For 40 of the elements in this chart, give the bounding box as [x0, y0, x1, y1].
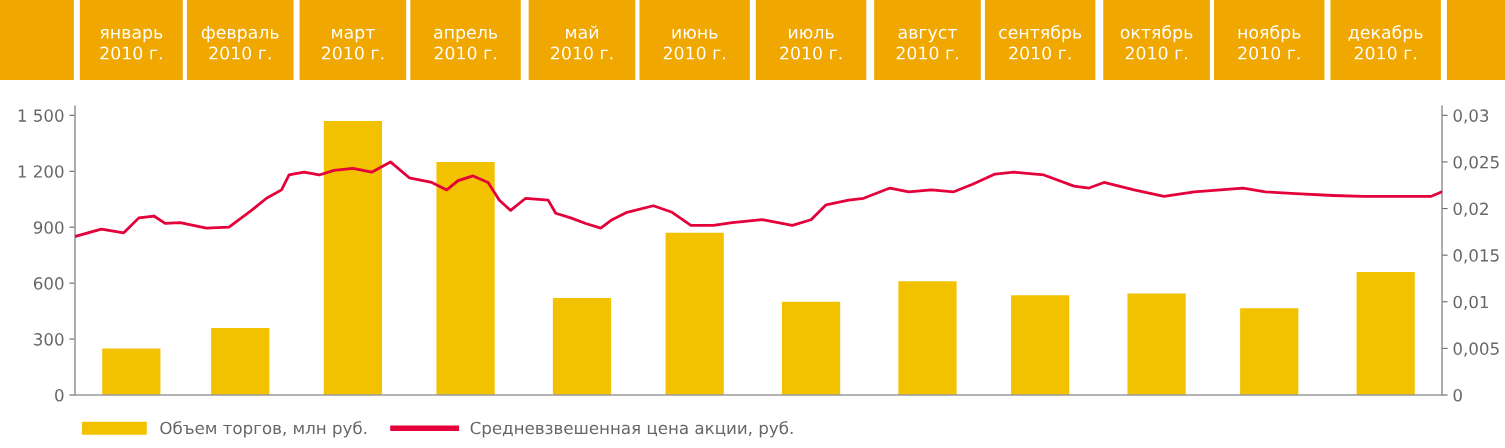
y2-tick-label: 0,025: [1453, 155, 1499, 171]
line-series: [75, 160, 1442, 238]
y-tick-label: 1 500: [18, 109, 64, 122]
y-tick-label: 600: [33, 277, 64, 290]
x-tick-label: декабрь 2010 г.: [1348, 25, 1423, 60]
x-tick-label: май 2010 г.: [551, 25, 613, 60]
x-tick-label: январь 2010 г.: [100, 28, 163, 60]
legend-label: Объем торгов, млн руб.: [160, 421, 367, 438]
y-tick-label: 900: [33, 221, 64, 234]
bar: [665, 232, 724, 395]
bar: [1011, 295, 1070, 395]
y-tick-label: 0: [55, 388, 64, 402]
bar: [781, 301, 841, 395]
x-tick-label: июль 2010 г.: [780, 28, 842, 60]
y2-tick-label: 0,02: [1453, 202, 1488, 217]
y2-tick-label: 0,03: [1453, 109, 1489, 124]
x-tick-label: февраль 2010 г.: [201, 25, 279, 60]
y2-tick-label: 0,005: [1453, 342, 1499, 357]
bar: [323, 120, 383, 395]
y2-tick-label: 0,01: [1453, 295, 1488, 311]
x-tick-label: июнь 2010 г.: [663, 28, 725, 60]
y-tick-label: 300: [34, 333, 64, 346]
bar: [898, 281, 957, 395]
x-tick-label: ноябрь 2010 г.: [1238, 25, 1301, 60]
x-tick-label: август 2010 г.: [896, 28, 958, 60]
bar: [1356, 271, 1415, 395]
x-tick-label: апрель 2010 г.: [434, 28, 498, 60]
y-tick-label: 1 200: [18, 165, 64, 178]
x-tick-label: октябрь 2010 г.: [1120, 25, 1193, 60]
bar: [1127, 293, 1186, 395]
y2-tick-label: 0: [1453, 388, 1462, 402]
bar: [436, 161, 495, 395]
bar: [102, 348, 161, 395]
bar: [552, 298, 612, 395]
x-tick-label: сентябрь 2010 г.: [999, 25, 1082, 60]
y2-tick-label: 0,015: [1453, 249, 1499, 264]
legend-label: Средневзвешенная цена акции, руб.: [470, 421, 793, 438]
bar: [1240, 308, 1299, 395]
bar: [211, 327, 270, 395]
x-tick-label: март 2010 г.: [322, 28, 384, 60]
